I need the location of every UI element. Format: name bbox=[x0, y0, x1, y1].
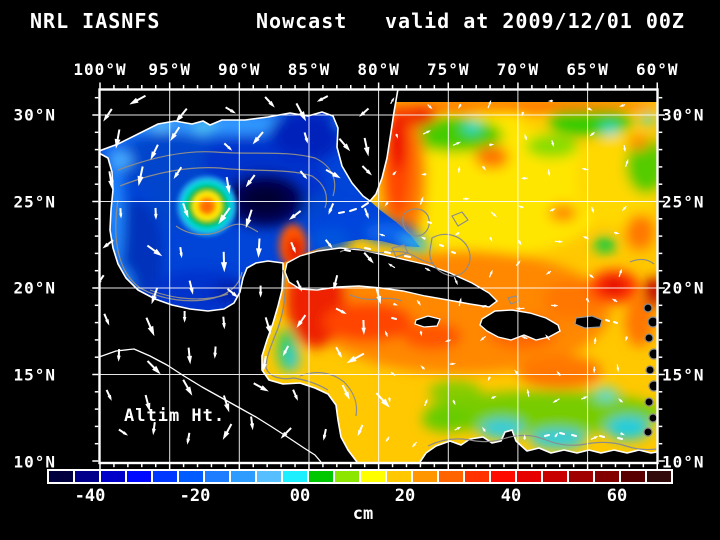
colorbar-cell bbox=[101, 471, 127, 482]
lat-left-25n: 25°N bbox=[13, 192, 56, 211]
colorbar-cell bbox=[569, 471, 595, 482]
pacific-coastline bbox=[100, 348, 322, 462]
colorbar-cell bbox=[647, 471, 671, 482]
lon-label-85w: 85°W bbox=[287, 60, 331, 79]
lon-label-80w: 80°W bbox=[357, 60, 400, 79]
colorbar-cell bbox=[517, 471, 543, 482]
lon-label-60w: 60°W bbox=[636, 60, 679, 79]
lat-left-20n: 20°N bbox=[13, 278, 56, 298]
map-border bbox=[98, 88, 659, 465]
lon-label-90w: 90°W bbox=[218, 60, 261, 79]
colorbar-cell bbox=[439, 471, 465, 482]
graticule bbox=[100, 90, 657, 462]
colorbar-cell bbox=[75, 471, 101, 482]
colorbar-cell bbox=[465, 471, 491, 482]
colorbar-cell bbox=[231, 471, 257, 482]
colorbar-cell bbox=[179, 471, 205, 482]
colorbar-cell bbox=[335, 471, 361, 482]
colorbar-cell bbox=[257, 471, 283, 482]
colorbar-unit: cm bbox=[352, 504, 374, 524]
field-label: Altim Ht. bbox=[124, 406, 226, 426]
lat-right-25n: 25°N bbox=[662, 192, 705, 211]
model-boundary-strip bbox=[365, 90, 657, 102]
colorbar-cell bbox=[413, 471, 439, 482]
lat-left-30n: 30°N bbox=[13, 105, 56, 125]
colorbar-cell bbox=[309, 471, 335, 482]
lon-label-75w: 75°W bbox=[427, 60, 470, 79]
colorbar-cell bbox=[153, 471, 179, 482]
colorbar-cell bbox=[543, 471, 569, 482]
lat-right-10n: 10°N bbox=[662, 452, 705, 472]
lat-right-30n: 30°N bbox=[662, 105, 705, 125]
lon-label-70w: 70°W bbox=[496, 60, 540, 79]
south-america-coastline bbox=[419, 429, 657, 462]
lesser-antilles bbox=[643, 303, 657, 437]
colorbar-cell bbox=[127, 471, 153, 482]
colorbar-tick-40: 40 bbox=[500, 486, 522, 506]
colorbar-tick--20: -20 bbox=[179, 486, 211, 506]
colorbar-tick-60: 60 bbox=[606, 486, 628, 506]
lon-label-95w: 95°W bbox=[148, 60, 191, 79]
atlantic-caribbean-field bbox=[262, 100, 657, 462]
current-vectors bbox=[100, 94, 629, 448]
colorbar-tick-20: 20 bbox=[394, 486, 416, 506]
title-valid: valid at 2009/12/01 00Z bbox=[385, 9, 685, 33]
jamaica bbox=[414, 315, 441, 328]
colorbar-cell bbox=[205, 471, 231, 482]
colorbar-tick-00: 00 bbox=[289, 486, 311, 506]
land bbox=[100, 90, 657, 462]
lon-label-100w: 100°W bbox=[73, 60, 127, 79]
axis-ticks bbox=[92, 82, 665, 470]
colorbar-cell bbox=[387, 471, 413, 482]
colorbar-tick--40: -40 bbox=[74, 486, 106, 506]
colorbar-cell bbox=[49, 471, 75, 482]
title-product: Nowcast bbox=[256, 9, 348, 33]
colorbar bbox=[47, 469, 673, 484]
coastlines bbox=[100, 90, 657, 462]
colorbar-cell bbox=[491, 471, 517, 482]
colorbar-cell bbox=[283, 471, 309, 482]
islets bbox=[338, 202, 623, 440]
title-model: NRL IASNFS bbox=[30, 9, 161, 33]
puerto-rico bbox=[574, 315, 603, 329]
lon-label-65w: 65°W bbox=[566, 60, 609, 79]
lat-left-15n: 15°N bbox=[13, 365, 56, 384]
lat-left-10n: 10°N bbox=[13, 452, 56, 472]
lat-right-20n: 20°N bbox=[662, 278, 705, 298]
colorbar-cell bbox=[621, 471, 647, 482]
colorbar-cell bbox=[361, 471, 387, 482]
colorbar-cell bbox=[595, 471, 621, 482]
lat-right-15n: 15°N bbox=[662, 365, 705, 384]
